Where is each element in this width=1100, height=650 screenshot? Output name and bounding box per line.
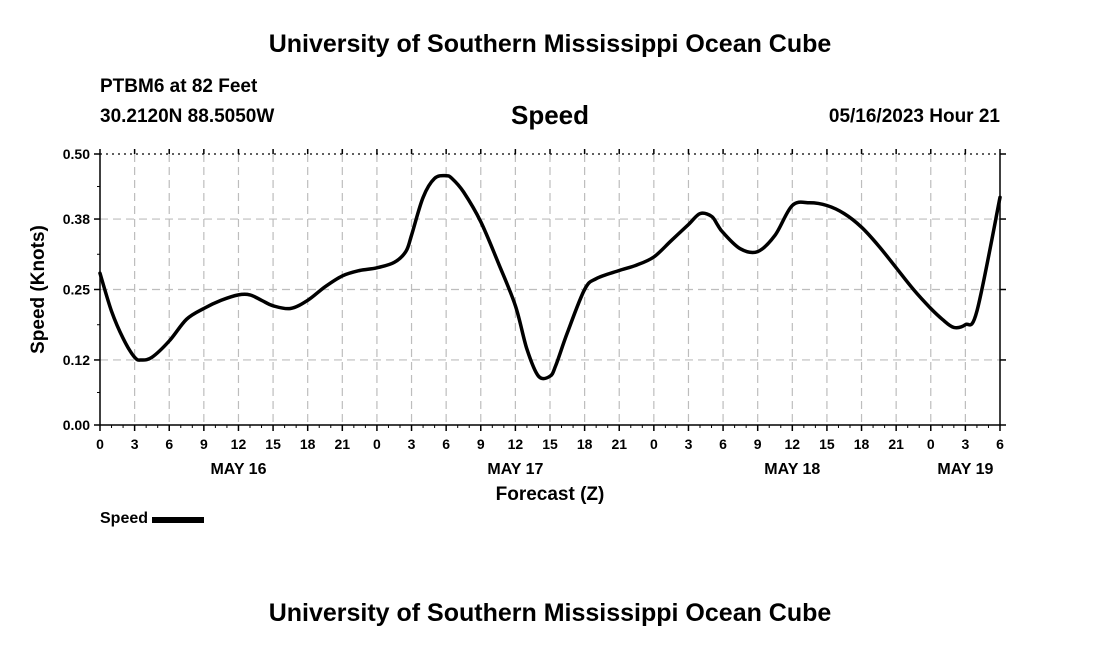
- legend: Speed: [100, 510, 205, 528]
- x-tick-label: 6: [442, 436, 450, 452]
- series-layer: [98, 173, 1002, 381]
- x-tick-label: 18: [300, 436, 316, 452]
- x-tick-label: 6: [719, 436, 727, 452]
- y-tick-label: 0.25: [63, 282, 90, 298]
- footer-title: University of Southern Mississippi Ocean…: [268, 599, 832, 627]
- x-tick-label: 21: [888, 436, 904, 452]
- forecast-datetime: 05/16/2023 Hour 21: [828, 106, 1000, 127]
- y-tick-label: 0.00: [63, 417, 90, 433]
- x-date-label: MAY 16: [210, 461, 266, 478]
- axis-labels: 0.00 0.12 0.25 0.38 0.50 0 3 6 9 12 15 18 21 0 3 6 9 12 15…: [28, 146, 1004, 505]
- x-tick-label: 12: [231, 436, 247, 452]
- x-tick-label: 0: [927, 436, 935, 452]
- series-line-speed: [98, 173, 1002, 381]
- x-tick-label: 15: [819, 436, 835, 452]
- x-tick-label: 9: [200, 436, 208, 452]
- chart-title: Speed: [510, 100, 590, 130]
- x-tick-label: 12: [785, 436, 801, 452]
- x-tick-label: 3: [961, 436, 969, 452]
- x-axis-title: Forecast (Z): [496, 484, 605, 505]
- x-tick-label: 6: [165, 436, 173, 452]
- coordinates-label: 30.2120N 88.5050W: [100, 106, 275, 127]
- x-tick-label: 6: [996, 436, 1004, 452]
- axes: [94, 149, 1006, 431]
- x-tick-label: 15: [265, 436, 281, 452]
- x-tick-label: 18: [854, 436, 870, 452]
- x-date-label: MAY 17: [487, 461, 543, 478]
- x-date-label: MAY 18: [764, 461, 820, 478]
- legend-swatch: [152, 517, 205, 523]
- y-tick-label: 0.12: [63, 352, 90, 368]
- y-tick-label: 0.50: [63, 146, 90, 162]
- x-tick-label: 12: [508, 436, 524, 452]
- station-label: PTBM6 at 82 Feet: [100, 76, 258, 97]
- x-tick-label: 3: [408, 436, 416, 452]
- grid-lines: [100, 153, 1000, 425]
- y-tick-label: 0.38: [63, 211, 90, 227]
- x-date-label: MAY 19: [937, 461, 993, 478]
- x-tick-label: 3: [685, 436, 693, 452]
- x-tick-label: 9: [754, 436, 762, 452]
- x-tick-label: 0: [96, 436, 104, 452]
- page-title: University of Southern Mississippi Ocean…: [268, 30, 832, 58]
- x-tick-label: 0: [650, 436, 658, 452]
- x-tick-label: 15: [542, 436, 558, 452]
- x-tick-label: 3: [131, 436, 139, 452]
- legend-label: Speed: [100, 510, 149, 527]
- x-tick-label: 21: [611, 436, 627, 452]
- y-axis-title: Speed (Knots): [28, 225, 49, 354]
- x-tick-label: 18: [577, 436, 593, 452]
- x-tick-label: 9: [477, 436, 485, 452]
- x-tick-label: 0: [373, 436, 381, 452]
- x-tick-label: 21: [335, 436, 351, 452]
